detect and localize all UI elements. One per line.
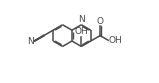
Text: N: N — [78, 15, 85, 24]
Text: N: N — [27, 37, 34, 46]
Text: OH: OH — [74, 27, 88, 36]
Text: OH: OH — [109, 36, 122, 45]
Text: O: O — [97, 17, 104, 26]
